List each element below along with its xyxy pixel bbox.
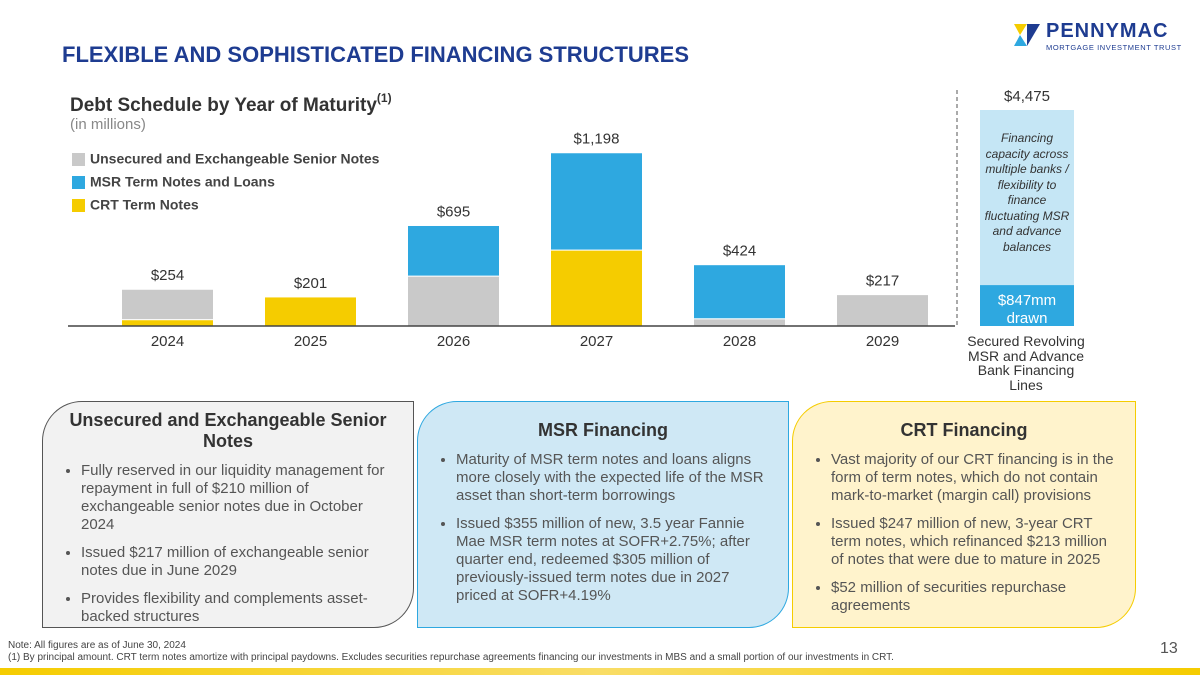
bar-segment — [407, 224, 500, 277]
bullet: Issued $355 million of new, 3.5 year Fan… — [456, 515, 774, 605]
bullet: Issued $247 million of new, 3-year CRT t… — [831, 515, 1121, 569]
bullet: Fully reserved in our liquidity manageme… — [81, 462, 399, 534]
bottom-stripe — [0, 668, 1200, 675]
bar-segment — [550, 249, 643, 327]
x-tick-label: 2027 — [580, 333, 613, 350]
x-tick-label: 2028 — [723, 333, 756, 350]
bullet: Maturity of MSR term notes and loans ali… — [456, 451, 774, 505]
x-tick-label: 2025 — [294, 333, 327, 350]
panel: Unsecured and Exchangeable Senior Notes F… — [42, 401, 414, 628]
bullet: $52 million of securities repurchase agr… — [831, 579, 1121, 615]
bar-segment — [550, 152, 643, 251]
facility-total-label: $4,475 — [1004, 88, 1050, 105]
facility-drawn-label: $847mm drawn — [997, 292, 1057, 327]
slide-title: FLEXIBLE AND SOPHISTICATED FINANCING STR… — [62, 42, 690, 67]
bar-segment — [407, 275, 500, 327]
x-tick-label: 2024 — [151, 333, 184, 350]
facility-category-label: Secured Revolving MSR and Advance Bank F… — [967, 333, 1085, 393]
x-tick-label: 2029 — [866, 333, 899, 350]
logo-name: PENNYMAC — [1046, 20, 1169, 42]
legend-swatch — [72, 153, 85, 166]
bar-segment — [693, 318, 786, 327]
legend-label: Unsecured and Exchangeable Senior Notes — [90, 151, 380, 167]
bullet: Issued $217 million of exchangeable seni… — [81, 544, 399, 580]
panel-title: Unsecured and Exchangeable Senior Notes — [69, 410, 387, 451]
bar-segment — [264, 296, 357, 327]
total-label: $424 — [723, 243, 756, 260]
total-label: $217 — [866, 273, 899, 290]
total-label: $1,198 — [574, 131, 620, 148]
bar-segment — [121, 288, 214, 321]
facility-drawn — [980, 285, 1074, 326]
footnote: (1) By principal amount. CRT term notes … — [8, 652, 894, 663]
total-label: $695 — [437, 203, 470, 220]
bar-segment — [121, 319, 214, 327]
chart-title-superscript: (1) — [377, 91, 392, 105]
chart-subtitle: (in millions) — [70, 116, 146, 133]
legend-label: CRT Term Notes — [90, 197, 199, 213]
bullet-list: Vast majority of our CRT financing is in… — [807, 451, 1121, 615]
legend-swatch — [72, 176, 85, 189]
page-number: 13 — [1160, 640, 1178, 657]
panel: CRT Financing Vast majority of our CRT fi… — [792, 401, 1136, 628]
x-tick-label: 2026 — [437, 333, 470, 350]
chart: Debt Schedule by Year of Maturity(1) (in… — [68, 88, 1074, 350]
legend-label: MSR Term Notes and Loans — [90, 174, 275, 190]
total-label: $254 — [151, 267, 184, 284]
legend-swatch — [72, 199, 85, 212]
bullet: Vast majority of our CRT financing is in… — [831, 451, 1121, 505]
bar-segment — [836, 294, 929, 327]
total-label: $201 — [294, 275, 327, 292]
panel: MSR Financing Maturity of MSR term notes … — [417, 401, 789, 628]
bullet: Provides flexibility and complements ass… — [81, 590, 399, 626]
facility-note: Financing capacity across multiple banks… — [984, 131, 1070, 254]
panel-title: MSR Financing — [538, 420, 668, 440]
panel-title: CRT Financing — [900, 420, 1028, 440]
logo-sub: MORTGAGE INVESTMENT TRUST — [1046, 43, 1182, 52]
bullet-list: Fully reserved in our liquidity manageme… — [57, 462, 399, 626]
footer-note: Note: All figures are as of June 30, 202… — [8, 640, 186, 651]
bullet-list: Maturity of MSR term notes and loans ali… — [432, 451, 774, 605]
logo-icon — [1014, 24, 1040, 46]
chart-title-text: Debt Schedule by Year of Maturity — [70, 95, 377, 116]
bar-segment — [693, 264, 786, 320]
chart-title: Debt Schedule by Year of Maturity(1) — [70, 91, 392, 116]
